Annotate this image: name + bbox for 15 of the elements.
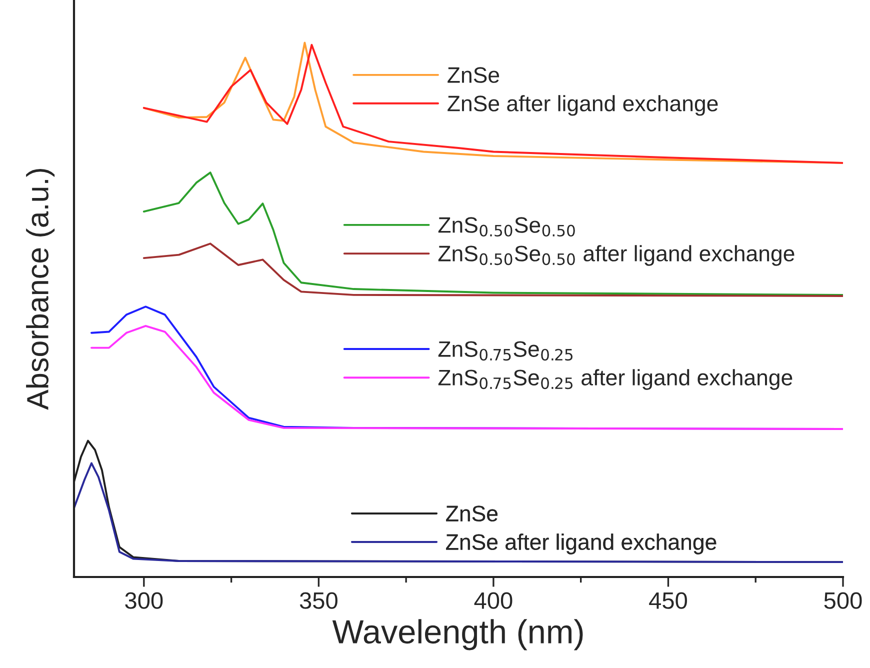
legend-label: ZnS$_{0.50}$Se$_{0.50}$ after ligand exchange [438, 245, 794, 266]
x-tick-label: 450 [649, 592, 688, 609]
legend-label: ZnSe [446, 506, 498, 522]
legend-label: ZnSe after ligand exchange [446, 534, 716, 554]
y-axis-title: Absorbance (a.u.) [26, 168, 55, 410]
x-tick-label: 300 [125, 592, 163, 609]
legend-label: ZnS$_{0.75}$Se$_{0.25}$ after ligand exchange [438, 369, 792, 390]
legend-label: ZnS$_{0.50}$Se$_{0.50}$ [438, 217, 575, 237]
x-tick-label: 350 [300, 592, 338, 609]
x-tick-label: 400 [474, 592, 512, 609]
x-tick-label: 500 [824, 592, 862, 609]
x-axis-title: Wavelength (nm) [332, 619, 583, 650]
legend-label: ZnS$_{0.75}$Se$_{0.25}$ [438, 341, 573, 361]
legend-label: ZnSe after ligand exchange [448, 95, 718, 116]
legend-label: ZnSe [448, 67, 500, 83]
